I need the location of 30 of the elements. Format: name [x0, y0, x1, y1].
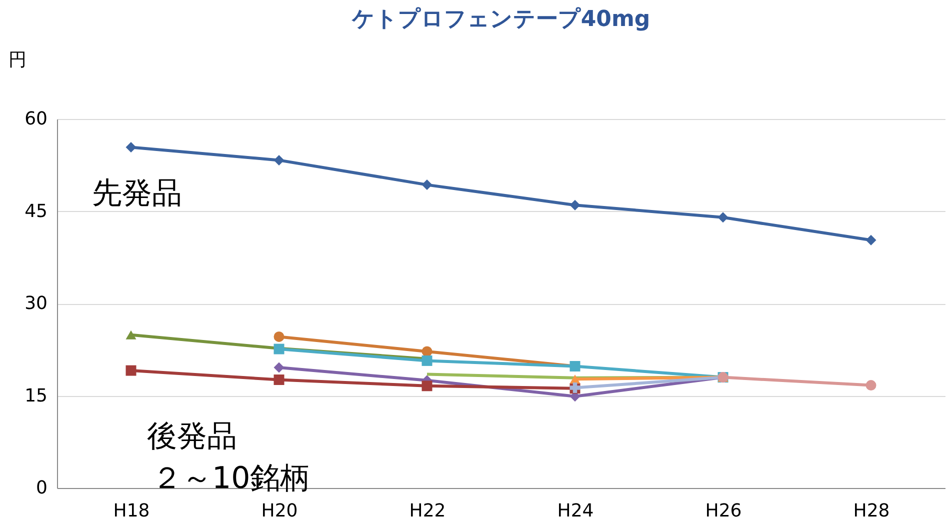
point	[570, 200, 580, 210]
x-tick-label: H22	[409, 500, 446, 522]
x-tick-label: H28	[853, 500, 890, 522]
point	[274, 331, 284, 342]
point	[422, 180, 432, 190]
point	[422, 355, 432, 366]
chart-title: ケトプロフェンテープ40mg	[350, 7, 650, 32]
point	[866, 380, 876, 391]
point	[422, 346, 432, 357]
y-tick-label: 0	[36, 478, 48, 498]
point	[126, 142, 136, 153]
point	[866, 234, 876, 246]
x-tick-label: H24	[557, 500, 594, 522]
y-tick-label: 15	[24, 385, 48, 406]
y-axis-title: 円	[8, 50, 26, 70]
point	[274, 374, 284, 386]
annotation: ２～10銘柄	[152, 461, 310, 496]
point	[718, 212, 728, 223]
point	[274, 362, 284, 373]
x-tick-label: H26	[705, 500, 742, 522]
y-tick-label: 30	[24, 293, 48, 314]
x-tick-label: H18	[113, 500, 150, 522]
x-tick-label: H20	[261, 500, 298, 522]
annotation: 先発品	[92, 176, 182, 211]
y-tick-label: 45	[24, 200, 48, 222]
point	[126, 365, 136, 376]
point	[422, 380, 432, 392]
y-tick-label: 60	[24, 108, 48, 130]
point	[274, 154, 284, 166]
annotation: 後発品	[147, 419, 237, 454]
